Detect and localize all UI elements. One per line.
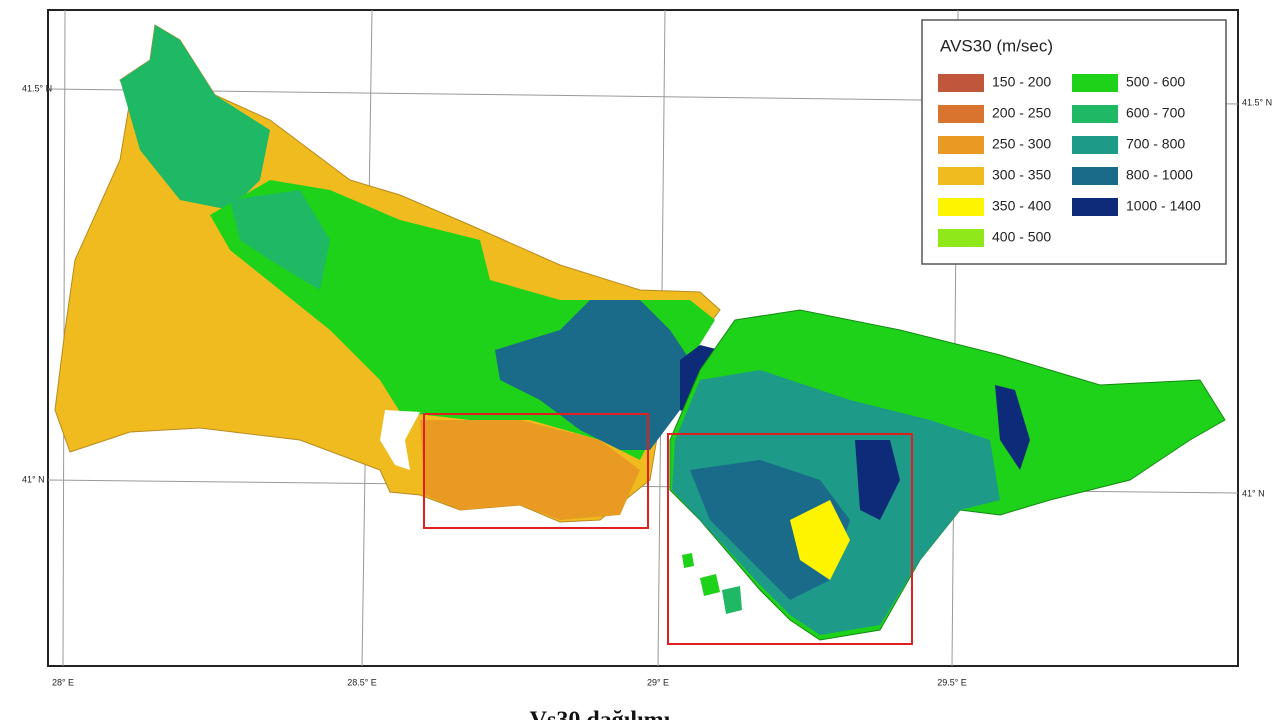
coordinate-labels: 28° E 28.5° E 29° E 29.5° E 41.5° N 41.5° N 41… <box>22 83 1272 687</box>
caption: Vs30 dağılımı <box>530 708 671 720</box>
legend-title: AVS30 (m/sec) <box>940 36 1053 55</box>
land-area <box>995 385 1030 470</box>
land-area <box>230 190 330 290</box>
legend-swatch <box>1072 198 1118 216</box>
legend-label: 700 - 800 <box>1126 136 1185 152</box>
latitude-label: 41.5° N <box>22 83 52 93</box>
legend-swatch <box>1072 74 1118 92</box>
legend-swatch <box>1072 136 1118 154</box>
land-area <box>855 440 900 520</box>
legend-label: 300 - 350 <box>992 167 1051 183</box>
legend-label: 800 - 1000 <box>1126 167 1193 183</box>
legend-label: 200 - 250 <box>992 105 1051 121</box>
legend-label: 600 - 700 <box>1126 105 1185 121</box>
lake <box>380 410 420 470</box>
legend-swatch <box>938 198 984 216</box>
legend-label: 350 - 400 <box>992 198 1051 214</box>
longitude-label: 28° E <box>52 677 74 687</box>
legend-label: 250 - 300 <box>992 136 1051 152</box>
land-area <box>420 420 640 520</box>
legend-label: 400 - 500 <box>992 229 1051 245</box>
asian-side <box>669 309 1226 641</box>
legend-swatch <box>938 229 984 247</box>
land-area <box>790 500 850 580</box>
longitude-label: 29° E <box>647 677 669 687</box>
legend-swatch <box>938 167 984 185</box>
study-area-box <box>667 433 913 645</box>
island <box>700 574 720 596</box>
legend-swatch <box>1072 105 1118 123</box>
legend-label: 1000 - 1400 <box>1126 198 1201 214</box>
latitude-label: 41.5° N <box>1242 97 1272 107</box>
legend: AVS30 (m/sec) 150 - 200 200 - 250 250 - 30… <box>921 19 1227 265</box>
study-area-box <box>423 413 649 529</box>
latitude-label: 41° N <box>22 474 45 484</box>
land-area <box>120 25 270 210</box>
island <box>682 553 694 568</box>
legend-swatch <box>1072 167 1118 185</box>
legend-swatch <box>938 74 984 92</box>
legend-swatch <box>938 136 984 154</box>
land-area <box>495 300 690 450</box>
longitude-label: 28.5° E <box>347 677 377 687</box>
european-side <box>54 24 721 523</box>
longitude-label: 29.5° E <box>937 677 967 687</box>
legend-label: 150 - 200 <box>992 74 1051 90</box>
island <box>722 586 742 614</box>
legend-label: 500 - 600 <box>1126 74 1185 90</box>
latitude-label: 41° N <box>1242 488 1265 498</box>
legend-swatch <box>938 105 984 123</box>
